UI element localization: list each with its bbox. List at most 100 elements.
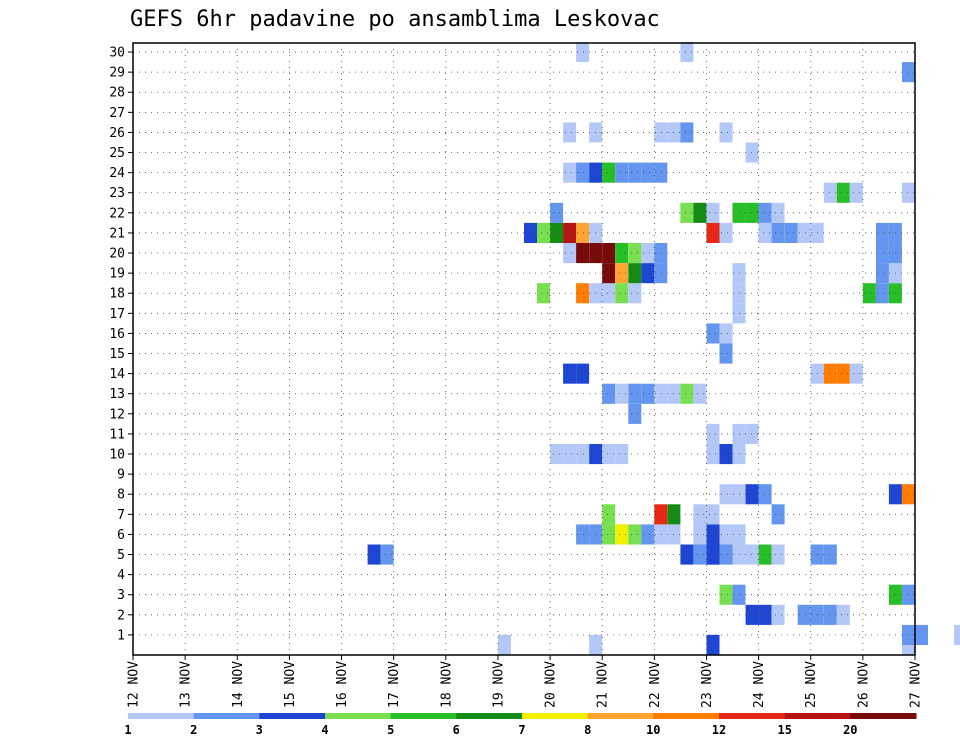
y-tick-label: 6 [117,528,125,543]
heatmap-cell [719,584,733,605]
color-legend: 1 2 3 4 5 6 7 8 10 12 15 20 [124,713,917,737]
y-tick-label: 18 [109,287,125,302]
heatmap-cell [654,243,668,264]
x-tick-label: 21 NOV [596,661,611,708]
heatmap-cell [706,202,720,223]
y-tick-label: 19 [109,267,125,282]
x-axis: 12 NOV 13 NOV 14 NOV 15 NOV 16 NOV 17 NOV 18 N… [127,655,924,708]
heatmap-cell [602,283,616,304]
heatmap-cell [797,604,811,625]
heatmap-cell [641,243,655,264]
y-tick-label: 9 [117,468,125,483]
y-tick-label: 22 [109,206,125,221]
heatmap-cell [641,263,655,284]
heatmap-cell [628,283,642,304]
heatmap-cell [563,363,577,384]
heatmap-cell [745,604,759,625]
heatmap-cell [576,162,590,183]
heatmap-cell [823,182,837,203]
heatmap-cell [719,484,733,505]
heatmap-cell [771,222,785,243]
y-tick-label: 29 [109,66,125,81]
y-tick-label: 24 [109,166,125,181]
x-tick-label: 12 NOV [127,661,142,708]
legend-swatch [390,713,457,719]
y-tick-label: 15 [109,347,125,362]
heatmap-cell [602,263,616,284]
heatmap-cell [706,544,720,565]
heatmap-cell [745,544,759,565]
heatmap-cell [875,263,889,284]
heatmap-cell [706,524,720,545]
y-tick-label: 5 [117,548,125,563]
heatmap-cell [550,202,564,223]
heatmap-cell [719,524,733,545]
heatmap-cell [641,383,655,404]
heatmap-cell [628,403,642,424]
heatmap-cells [367,42,960,655]
heatmap-cell [758,544,772,565]
heatmap-cell [902,62,915,83]
y-tick-label: 4 [117,568,125,583]
heatmap-cell [602,524,616,545]
legend-swatch [259,713,326,719]
heatmap-cell [576,283,590,304]
heatmap-cell [537,222,550,243]
y-tick-label: 20 [109,247,125,262]
y-tick-label: 27 [109,106,125,121]
heatmap-cell [849,363,863,384]
heatmap-cell [706,504,720,525]
heatmap-cell [602,444,616,465]
heatmap-cell [524,222,537,243]
y-tick-label: 11 [109,427,125,442]
legend-label: 5 [387,723,394,737]
legend-swatch [522,713,589,719]
heatmap-cell [915,624,928,645]
legend-swatch [784,713,851,719]
heatmap-cell [602,383,616,404]
heatmap-cell [550,222,564,243]
y-tick-label: 26 [109,126,125,141]
x-tick-label: 18 NOV [439,661,454,708]
y-tick-label: 21 [109,226,125,241]
heatmap-cell [693,202,707,223]
heatmap-cell [758,202,772,223]
heatmap-cell [875,283,889,304]
y-tick-label: 8 [117,488,125,503]
heatmap-cell [706,323,720,344]
heatmap-cell [550,444,564,465]
heatmap-cell [654,383,668,404]
heatmap-cell [563,162,577,183]
y-tick-label: 13 [109,387,125,402]
heatmap-cell [693,544,707,565]
legend-swatch [456,713,523,719]
heatmap-cell [563,444,577,465]
legend-swatch [653,713,720,719]
heatmap-cell [693,524,707,545]
heatmap-cell [563,122,577,143]
heatmap-cell [745,484,759,505]
x-tick-label: 14 NOV [231,661,246,708]
heatmap-cell [693,504,707,525]
chart-title: GEFS 6hr padavine po ansamblima Leskovac [130,7,660,32]
x-tick-label: 13 NOV [179,661,194,708]
heatmap-cell [654,162,668,183]
legend-label: 3 [256,723,263,737]
heatmap-cell [954,624,960,645]
y-tick-label: 17 [109,307,125,322]
heatmap-cell [836,604,850,625]
heatmap-cell [875,243,889,264]
heatmap-cell [875,222,889,243]
x-tick-label: 23 NOV [700,661,715,708]
heatmap-cell [719,444,733,465]
heatmap-cell [719,122,733,143]
y-tick-label: 2 [117,608,125,623]
heatmap-cell [706,444,720,465]
heatmap-cell [719,323,733,344]
heatmap-cell [654,524,668,545]
y-tick-label: 1 [117,628,125,643]
heatmap-cell [745,423,759,444]
heatmap-cell [706,423,720,444]
heatmap-cell [628,383,642,404]
y-tick-label: 23 [109,186,125,201]
